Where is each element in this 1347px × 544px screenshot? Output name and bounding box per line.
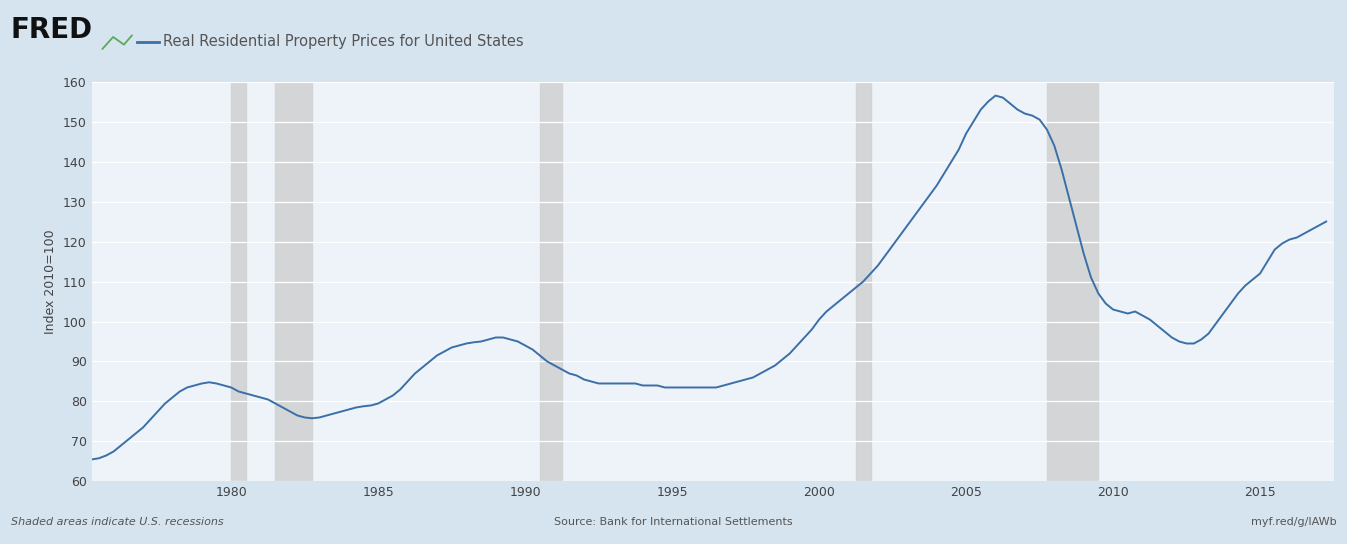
Text: myf.red/g/IAWb: myf.red/g/IAWb: [1250, 517, 1336, 527]
Bar: [275, 82, 313, 481]
Bar: [540, 82, 562, 481]
Y-axis label: Index 2010=100: Index 2010=100: [44, 229, 58, 334]
Bar: [855, 82, 870, 481]
Text: Source: Bank for International Settlements: Source: Bank for International Settlemen…: [554, 517, 793, 527]
Bar: [232, 82, 247, 481]
Text: Shaded areas indicate U.S. recessions: Shaded areas indicate U.S. recessions: [11, 517, 224, 527]
Bar: [1047, 82, 1098, 481]
Text: Real Residential Property Prices for United States: Real Residential Property Prices for Uni…: [163, 34, 524, 50]
Text: FRED: FRED: [11, 16, 93, 44]
